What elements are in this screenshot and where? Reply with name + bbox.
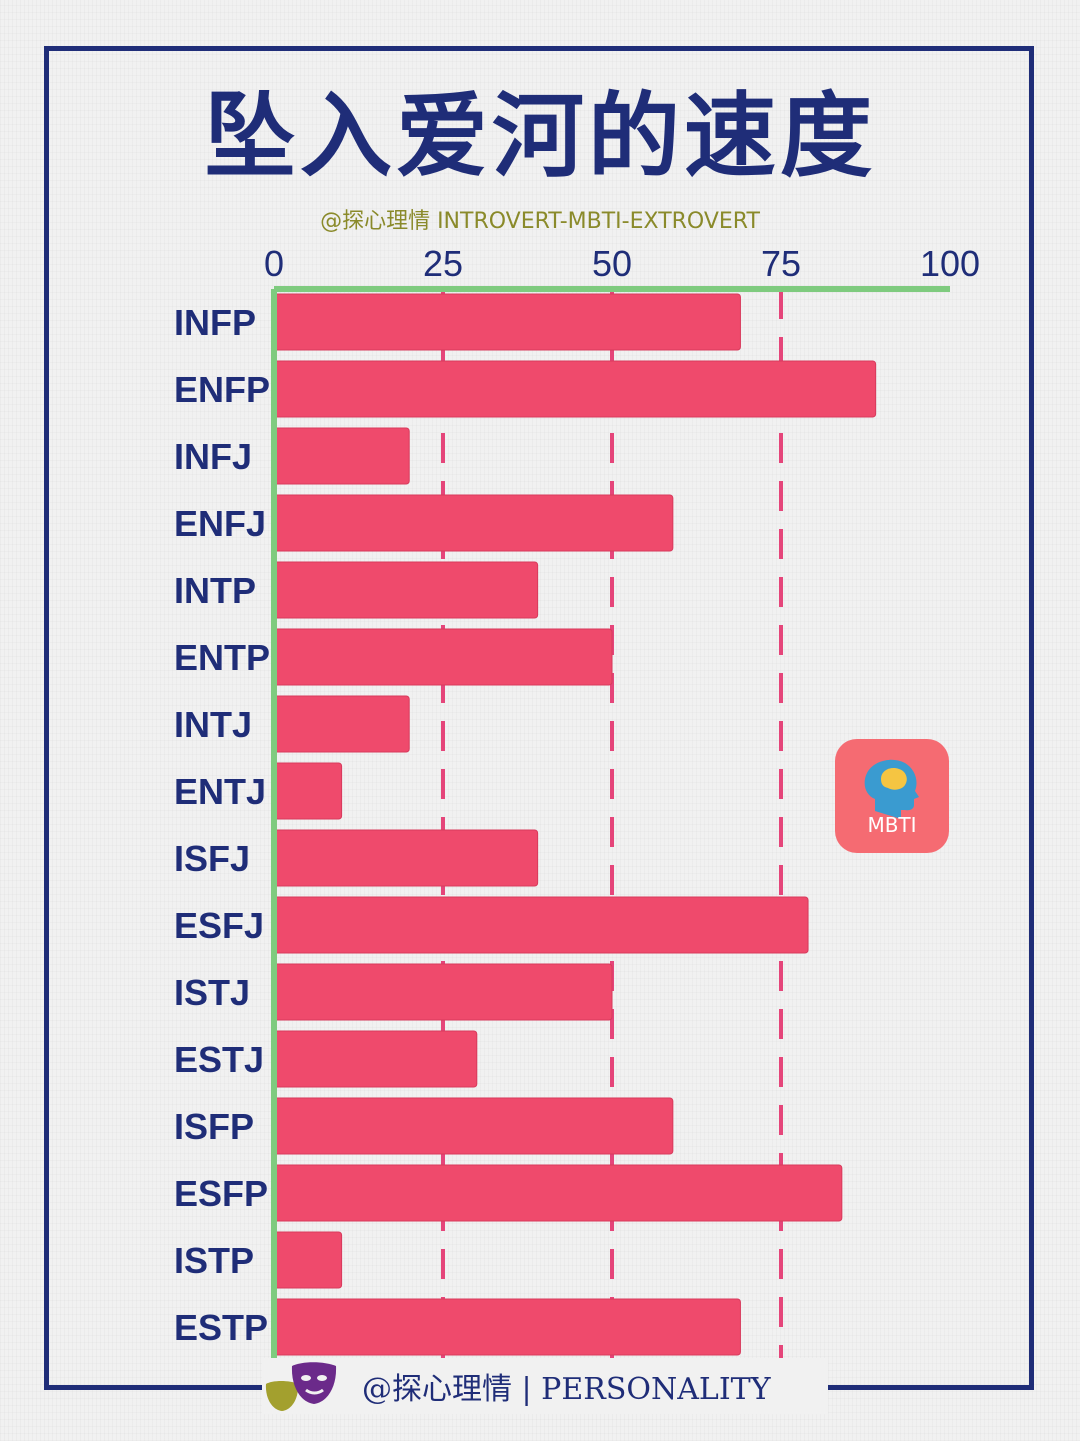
category-label: ISFJ [174,838,250,879]
bar-enfp [273,360,877,418]
category-label: ESFP [174,1173,268,1214]
bar-infp [273,293,741,351]
bar-isfp [273,1097,674,1155]
bar-esfp [273,1164,843,1222]
category-label: INFJ [174,436,252,477]
tick-label: 25 [423,243,463,284]
bar-isfj [273,829,539,887]
category-label: ENTP [174,637,270,678]
bar-estj [273,1030,478,1088]
footer: @探心理情 | PERSONALITY [262,1358,828,1414]
category-label: ESTP [174,1307,268,1348]
tick-label: 75 [761,243,801,284]
category-label: ENFP [174,369,270,410]
tick-label: 100 [920,243,980,284]
chart-subtitle: @探心理情 INTROVERT-MBTI-EXTROVERT [320,209,760,234]
category-label: ESTJ [174,1039,264,1080]
bar-esfj [273,896,809,954]
badge-label: MBTI [867,813,917,837]
bar-infj [273,427,410,485]
bar-istj [273,963,613,1021]
theater-masks-icon [265,1362,337,1411]
category-label: INTJ [174,704,252,745]
category-label: INTP [174,570,256,611]
bar-intj [273,695,410,753]
tick-label: 50 [592,243,632,284]
category-label: ISTP [174,1240,254,1281]
category-label: ISTJ [174,972,250,1013]
category-label: ESFJ [174,905,264,946]
category-label: ENFJ [174,503,266,544]
footer-text: @探心理情 | PERSONALITY [362,1372,771,1407]
mbti-badge: MBTI [835,739,949,853]
bar-enfj [273,494,674,552]
chart-title: 坠入爱河的速度 [203,83,876,190]
bar-entp [273,628,613,686]
category-label: ENTJ [174,771,266,812]
tick-label: 0 [264,243,284,284]
bar-intp [273,561,539,619]
bar-istp [273,1231,343,1289]
head-brain-icon [864,759,919,819]
category-label: INFP [174,302,256,343]
category-label: ISFP [174,1106,254,1147]
bar-estp [273,1298,741,1356]
bar-entj [273,762,343,820]
